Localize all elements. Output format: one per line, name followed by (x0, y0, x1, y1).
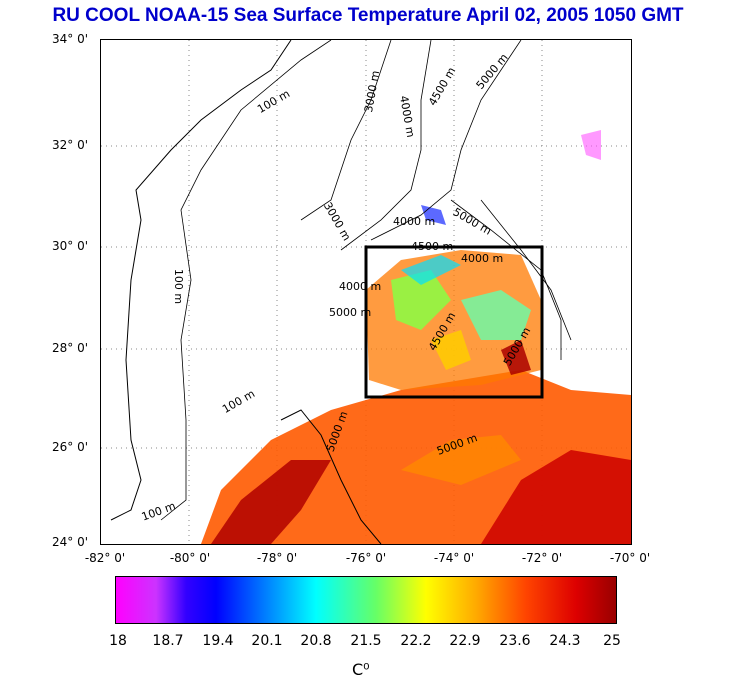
colorbar-tick-label: 22.9 (449, 633, 481, 649)
colorbar-tick-label: 22.2 (400, 633, 432, 649)
colorbar-tick-label: 19.4 (202, 633, 234, 649)
sst-data (201, 130, 631, 544)
contour-label: 4500 m (411, 240, 454, 253)
lat-label: 24° 0' (52, 535, 89, 549)
colorbar-tick-label: 23.6 (499, 633, 531, 649)
contour-label: 4500 m (425, 309, 459, 354)
map-canvas (101, 40, 631, 544)
coastline (110, 40, 292, 521)
contour-label: 100 m (220, 387, 258, 416)
contour-label: 100 m (139, 499, 178, 524)
colorbar-tick-label: 20.1 (251, 633, 283, 649)
lon-label: -72° 0' (521, 551, 563, 565)
map-title: RU COOL NOAA-15 Sea Surface Temperature … (52, 5, 684, 26)
analysis-box (364, 245, 544, 399)
lon-label: -82° 0' (84, 551, 126, 565)
contour-label: 3000 m (362, 69, 383, 114)
lon-label: -78° 0' (256, 551, 298, 565)
contour-label: 5000 m (450, 205, 494, 238)
contour-label: 100 m (172, 268, 186, 305)
contour-labels: 100 m 100 m 100 m 100 m 3000 m 4000 m 45… (101, 40, 631, 544)
sst-map: 100 m 100 m 100 m 100 m 3000 m 4000 m 45… (100, 39, 632, 545)
contour-label: 4000 m (461, 252, 504, 265)
colorbar-tick-label: 18.7 (152, 633, 184, 649)
contour-label: 5000 m (500, 324, 534, 369)
lat-label: 28° 0' (52, 341, 89, 355)
contour-label: 3000 m (320, 199, 354, 244)
bahamas-outline (280, 409, 382, 544)
temperature-colorbar (115, 576, 617, 624)
contour-label: 4500 m (425, 64, 459, 109)
contour-label: 5000 m (473, 51, 511, 92)
colorbar-tick-label: 24.3 (549, 633, 581, 649)
lon-label: -74° 0' (433, 551, 475, 565)
bathymetry-contours (160, 40, 572, 521)
lon-label: -80° 0' (169, 551, 211, 565)
lat-label: 30° 0' (52, 239, 89, 253)
contour-label: 100 m (255, 87, 293, 116)
lat-label: 26° 0' (52, 440, 89, 454)
colorbar-tick-label: 21.5 (350, 633, 382, 649)
contour-label: 5000 m (323, 409, 351, 454)
lon-label: -70° 0' (609, 551, 651, 565)
contour-label: 5000 m (435, 431, 480, 458)
lat-label: 34° 0' (52, 32, 89, 46)
colorbar-unit: C⁰ (352, 660, 370, 679)
lat-label: 32° 0' (52, 138, 89, 152)
colorbar-tick-label: 25 (603, 633, 621, 649)
contour-label: 4000 m (393, 215, 436, 228)
colorbar-tick-label: 20.8 (300, 633, 332, 649)
contour-label: 4000 m (339, 280, 382, 293)
contour-label: 4000 m (397, 94, 418, 139)
contour-label: 5000 m (329, 306, 372, 319)
lon-label: -76° 0' (345, 551, 387, 565)
colorbar-tick-label: 18 (109, 633, 127, 649)
